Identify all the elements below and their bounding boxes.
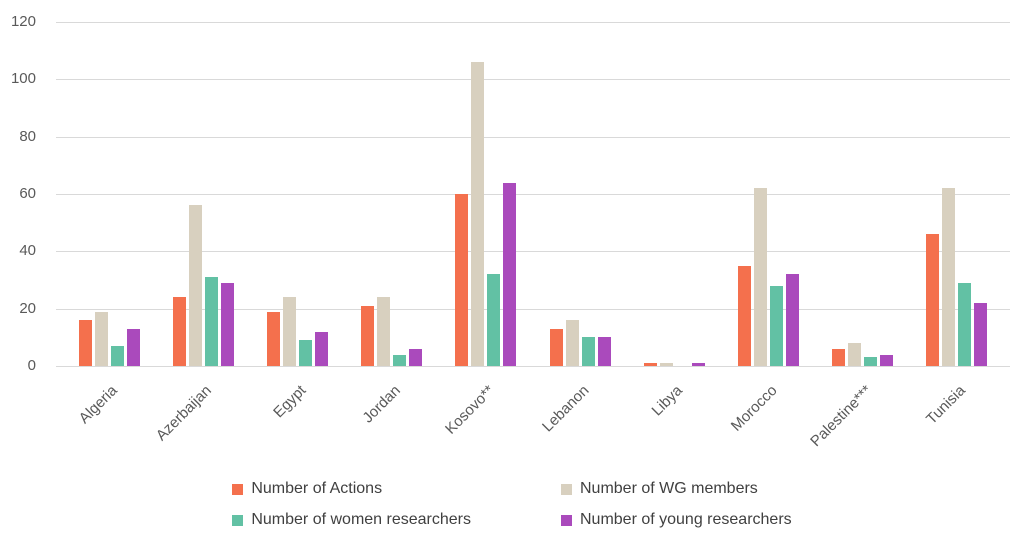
bar-series-3 (880, 354, 894, 366)
y-tick-label: 40 (19, 242, 36, 260)
bar-series-1 (94, 311, 108, 366)
bar-series-1 (565, 320, 579, 366)
bar-group: Algeria (62, 22, 156, 427)
bar-series-2 (110, 345, 124, 366)
bar-series-2 (581, 337, 595, 366)
bar-series-2 (393, 354, 407, 366)
y-tick-label: 120 (10, 13, 36, 30)
bar-series-0 (738, 265, 752, 366)
x-axis-label: Libya (648, 382, 687, 420)
legend-swatch (232, 514, 244, 526)
bar-series-3 (126, 328, 140, 366)
bar-series-0 (78, 320, 92, 366)
bar-series-3 (597, 337, 611, 366)
bar-series-3 (786, 274, 800, 366)
bar-series-2 (204, 277, 218, 366)
bar-series-0 (267, 311, 280, 366)
bar-series-2 (770, 285, 784, 366)
legend-label: Number of women researchers (251, 511, 471, 528)
bar-series-3 (503, 182, 517, 366)
bar-series-2 (864, 357, 878, 366)
y-tick-label: 60 (19, 185, 36, 202)
y-tick-label: 20 (19, 299, 36, 317)
bar-group: Tunisia (910, 22, 1004, 428)
legend-item: Number of Actions (232, 480, 471, 498)
y-axis: 0 20 40 60 80 100 120 (0, 13, 42, 374)
bar-group: Kosovo** (439, 22, 533, 438)
legend-swatch (560, 483, 572, 495)
plot-area: Algeria Azerbaijan Egypt Jordan Kosovo** Leba… (56, 22, 1010, 450)
bar-series-1 (659, 363, 673, 366)
bar-series-0 (172, 297, 186, 366)
x-axis-label: Morocco (727, 382, 781, 435)
bar-series-0 (361, 305, 375, 366)
gridline (56, 366, 1010, 367)
gridline (56, 194, 1010, 195)
bar-group: Morocco (721, 22, 815, 435)
x-axis-label: Jordan (359, 382, 404, 427)
bar-series-1 (377, 297, 391, 366)
x-axis-label: Algeria (76, 382, 122, 428)
gridline (56, 22, 1010, 23)
bar-series-1 (471, 62, 485, 366)
x-axis-label: Kosovo** (442, 382, 498, 438)
bar-series-0 (549, 328, 563, 366)
bar-series-3 (409, 348, 423, 366)
bar-series-1 (754, 188, 768, 366)
legend-item: Number of WG members (560, 480, 792, 498)
y-tick-label: 80 (19, 127, 36, 145)
gridline (56, 251, 1010, 253)
bar-series-1 (848, 343, 862, 366)
bar-series-3 (691, 363, 705, 366)
x-axis-label: Azerbaijan (153, 382, 216, 445)
legend-label: Number of WG members (579, 480, 758, 497)
bar-series-0 (455, 194, 469, 366)
bar-series-3 (315, 331, 328, 366)
legend-item: Number of young researchers (560, 511, 792, 529)
legend-item: Number of women researchers (232, 511, 471, 529)
bar-series-3 (974, 302, 988, 366)
x-axis-label: Tunisia (923, 382, 969, 428)
bar-series-2 (487, 274, 501, 366)
bar-series-1 (942, 188, 956, 366)
bar-series-1 (283, 297, 296, 366)
legend-swatch (232, 483, 244, 495)
bar-series-2 (958, 282, 972, 366)
bar-group: Libya (627, 22, 721, 419)
bar-series-0 (832, 348, 846, 366)
y-tick-label: 0 (27, 357, 36, 374)
bar-group: Palestine*** (807, 22, 910, 450)
bar-series-3 (220, 282, 234, 366)
bar-series-2 (299, 340, 312, 366)
legend-swatch (560, 514, 572, 526)
x-axis-label: Palestine*** (806, 382, 875, 451)
x-axis-label: Lebanon (538, 382, 593, 436)
gridline (56, 136, 1010, 138)
x-axis-label: Egypt (270, 382, 310, 422)
gridline (56, 79, 1010, 81)
bar-series-0 (926, 234, 940, 366)
bar-series-0 (643, 363, 657, 366)
legend-label: Number of young researchers (579, 511, 792, 528)
bar-groups: Algeria Azerbaijan Egypt Jordan Kosovo** Leba… (56, 22, 1010, 450)
bar-group: Egypt (250, 22, 344, 421)
legend: Number of Actions Number of WG members Num… (0, 480, 1024, 529)
bar-group: Jordan (345, 22, 439, 426)
gridline (56, 308, 1010, 310)
plot-area-wrapper: 0 20 40 60 80 100 120 Algeria Azerbaijan Egypt Jo… (0, 13, 1010, 450)
y-tick-label: 100 (10, 70, 36, 88)
legend-label: Number of Actions (251, 480, 383, 497)
bar-group: Azerbaijan (153, 22, 250, 444)
bar-series-1 (188, 205, 202, 366)
bar-group: Lebanon (533, 22, 627, 435)
